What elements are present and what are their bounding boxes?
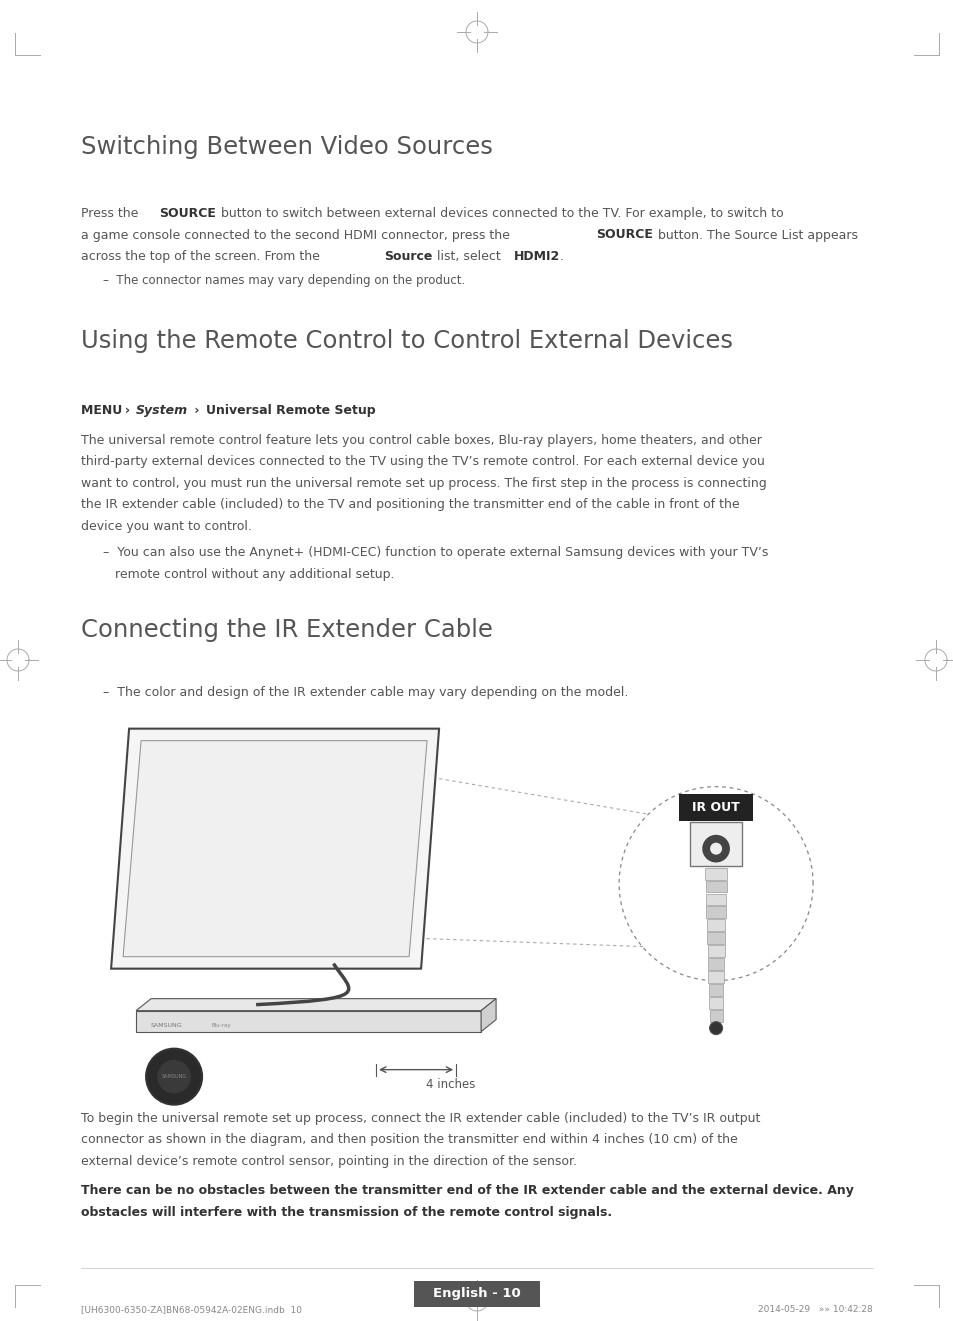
Text: Connecting the IR Extender Cable: Connecting the IR Extender Cable (81, 618, 493, 642)
Text: Switching Between Video Sources: Switching Between Video Sources (81, 135, 493, 159)
Bar (706, 933, 724, 945)
Text: Universal Remote Setup: Universal Remote Setup (206, 404, 375, 416)
Text: The universal remote control feature lets you control cable boxes, Blu-ray playe: The universal remote control feature let… (81, 433, 761, 446)
Text: System: System (136, 404, 188, 416)
FancyBboxPatch shape (689, 822, 741, 865)
Text: .: . (559, 250, 563, 263)
FancyBboxPatch shape (413, 1281, 540, 1306)
Bar (708, 984, 722, 996)
Polygon shape (111, 729, 438, 968)
Text: want to control, you must run the universal remote set up process. The first ste: want to control, you must run the univer… (81, 477, 766, 490)
Bar (706, 919, 724, 931)
Text: MENU: MENU (81, 404, 127, 416)
Text: third-party external devices connected to the TV using the TV’s remote control. : third-party external devices connected t… (81, 456, 764, 468)
Text: –  The connector names may vary depending on the product.: – The connector names may vary depending… (103, 273, 465, 287)
Bar (705, 906, 725, 918)
Text: remote control without any additional setup.: remote control without any additional se… (103, 568, 395, 581)
Bar (708, 997, 722, 1009)
Circle shape (146, 1049, 202, 1104)
Text: Press the: Press the (81, 207, 142, 221)
Text: SAMSUNG: SAMSUNG (161, 1074, 187, 1079)
Text: [UH6300-6350-ZA]BN68-05942A-02ENG.indb  10: [UH6300-6350-ZA]BN68-05942A-02ENG.indb 1… (81, 1305, 302, 1314)
Text: Blu-ray: Blu-ray (211, 1024, 231, 1028)
Text: ›: › (125, 404, 134, 416)
Bar (709, 1009, 721, 1021)
Text: button. The Source List appears: button. The Source List appears (654, 229, 857, 242)
Text: Using the Remote Control to Control External Devices: Using the Remote Control to Control Exte… (81, 329, 732, 353)
Bar (707, 946, 724, 958)
Text: across the top of the screen. From the: across the top of the screen. From the (81, 250, 324, 263)
Text: IR OUT: IR OUT (692, 801, 740, 814)
Text: HDMI2: HDMI2 (514, 250, 559, 263)
Text: 2014-05-29   »» 10:42:28: 2014-05-29 »» 10:42:28 (758, 1305, 872, 1314)
Circle shape (709, 1021, 721, 1034)
Text: list, select: list, select (433, 250, 504, 263)
Text: SAMSUNG: SAMSUNG (151, 1024, 183, 1028)
Text: Source: Source (384, 250, 432, 263)
Text: a game console connected to the second HDMI connector, press the: a game console connected to the second H… (81, 229, 514, 242)
Circle shape (702, 836, 728, 861)
Circle shape (157, 1059, 191, 1094)
Polygon shape (136, 1011, 480, 1032)
Text: SOURCE: SOURCE (159, 207, 215, 221)
Text: To begin the universal remote set up process, connect the IR extender cable (inc: To begin the universal remote set up pro… (81, 1112, 760, 1124)
Text: SOURCE: SOURCE (596, 229, 652, 242)
Bar (708, 971, 723, 983)
Circle shape (709, 843, 721, 855)
Text: connector as shown in the diagram, and then position the transmitter end within : connector as shown in the diagram, and t… (81, 1133, 737, 1147)
Bar (707, 958, 723, 970)
Polygon shape (480, 999, 496, 1032)
Text: external device’s remote control sensor, pointing in the direction of the sensor: external device’s remote control sensor,… (81, 1155, 577, 1168)
Bar (705, 893, 725, 905)
Bar (705, 881, 726, 893)
Text: There can be no obstacles between the transmitter end of the IR extender cable a: There can be no obstacles between the tr… (81, 1184, 853, 1197)
Text: the IR extender cable (included) to the TV and positioning the transmitter end o: the IR extender cable (included) to the … (81, 498, 739, 511)
Text: –  You can also use the Anynet+ (HDMI-CEC) function to operate external Samsung : – You can also use the Anynet+ (HDMI-CEC… (103, 546, 768, 559)
Text: device you want to control.: device you want to control. (81, 519, 252, 532)
Polygon shape (123, 741, 427, 956)
Polygon shape (136, 999, 496, 1011)
Text: ›: › (190, 404, 204, 416)
Text: –  The color and design of the IR extender cable may vary depending on the model: – The color and design of the IR extende… (103, 686, 628, 699)
FancyBboxPatch shape (679, 794, 752, 820)
Text: 4 inches: 4 inches (426, 1078, 475, 1091)
Text: button to switch between external devices connected to the TV. For example, to s: button to switch between external device… (217, 207, 783, 221)
Text: English - 10: English - 10 (433, 1288, 520, 1300)
Bar (704, 868, 726, 880)
Text: obstacles will interfere with the transmission of the remote control signals.: obstacles will interfere with the transm… (81, 1206, 612, 1219)
